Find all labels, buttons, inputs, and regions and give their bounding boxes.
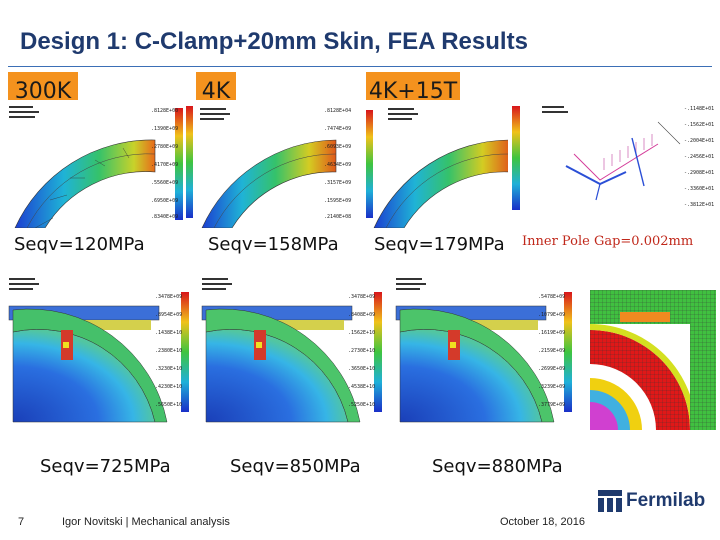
fea-plot-inner-pole-gap: -.1148E+01 -.1562E+01 -.2004E+01 -.2456E+01… xyxy=(508,100,716,222)
inner-pole-gap-note: Inner Pole Gap=0.002mm xyxy=(522,234,694,249)
svg-text:.3157E+09: .3157E+09 xyxy=(324,180,351,186)
svg-text:-.1562E+01: -.1562E+01 xyxy=(684,122,714,128)
caption-seqv-4k-15t: Seqv=179MPa xyxy=(374,234,505,255)
svg-text:.1595E+09: .1595E+09 xyxy=(324,198,351,204)
svg-text:.1619E+09: .1619E+09 xyxy=(538,330,565,336)
caption-seqv-4k: Seqv=158MPa xyxy=(208,234,339,255)
svg-text:.8954E+09: .8954E+09 xyxy=(155,312,182,318)
fermilab-logo-icon xyxy=(598,490,622,512)
footer-author: Igor Novitski | Mechanical analysis xyxy=(62,516,230,528)
svg-text:.2380E+10: .2380E+10 xyxy=(155,348,182,354)
svg-text:.8340E+09: .8340E+09 xyxy=(151,214,178,220)
svg-text:.8128E+04: .8128E+04 xyxy=(324,108,351,114)
footer-date: October 18, 2016 xyxy=(500,516,586,528)
page-number: 7 xyxy=(18,516,25,528)
svg-text:.6950E+09: .6950E+09 xyxy=(151,198,178,204)
svg-text:.4170E+09: .4170E+09 xyxy=(151,162,178,168)
svg-text:.3779E+09: .3779E+09 xyxy=(538,402,565,408)
fea-plot-bottom-1: .3478E+09 .8954E+09 .1438E+10 .2380E+10 .323… xyxy=(5,272,193,428)
svg-text:.3478E+09: .3478E+09 xyxy=(348,294,375,300)
caption-seqv-bottom-1: Seqv=725MPa xyxy=(40,456,171,477)
fea-mesh-plot xyxy=(590,290,716,430)
svg-text:.7474E+09: .7474E+09 xyxy=(324,126,351,132)
svg-text:.4634E+09: .4634E+09 xyxy=(324,162,351,168)
svg-text:.5478E+09: .5478E+09 xyxy=(538,294,565,300)
svg-text:.2699E+09: .2699E+09 xyxy=(538,366,565,372)
svg-text:-.3812E+01: -.3812E+01 xyxy=(684,202,714,208)
svg-text:.4230E+10: .4230E+10 xyxy=(155,384,182,390)
svg-text:-.2456E+01: -.2456E+01 xyxy=(684,154,714,160)
fea-plot-300k: .8128E+00 .1390E+09 .2780E+09 .4170E+09 .556… xyxy=(5,100,185,228)
svg-text:.6093E+09: .6093E+09 xyxy=(324,144,351,150)
svg-text:.4538E+10: .4538E+10 xyxy=(348,384,375,390)
fermilab-logo: Fermilab xyxy=(598,490,705,512)
fermilab-logo-text: Fermilab xyxy=(626,490,706,511)
svg-text:.2140E+08: .2140E+08 xyxy=(324,214,351,220)
svg-text:.1438E+10: .1438E+10 xyxy=(155,330,182,336)
svg-text:.2780E+09: .2780E+09 xyxy=(151,144,178,150)
svg-text:-.3360E+01: -.3360E+01 xyxy=(684,186,714,192)
svg-text:.1079E+09: .1079E+09 xyxy=(538,312,565,318)
svg-text:.2730E+10: .2730E+10 xyxy=(348,348,375,354)
slide-title: Design 1: C-Clamp+20mm Skin, FEA Results xyxy=(20,28,528,55)
svg-text:.5650E+10: .5650E+10 xyxy=(155,402,182,408)
svg-text:.1562E+10: .1562E+10 xyxy=(348,330,375,336)
svg-text:.5560E+09: .5560E+09 xyxy=(151,180,178,186)
svg-text:.3478E+09: .3478E+09 xyxy=(155,294,182,300)
fea-plot-bottom-3: .5478E+09 .1079E+09 .1619E+09 .2159E+09 .269… xyxy=(392,272,586,428)
svg-text:.2159E+09: .2159E+09 xyxy=(538,348,565,354)
caption-seqv-300k: Seqv=120MPa xyxy=(14,234,145,255)
svg-text:.3239E+09: .3239E+09 xyxy=(538,384,565,390)
svg-text:-.2004E+01: -.2004E+01 xyxy=(684,138,714,144)
title-underline xyxy=(8,66,712,67)
svg-text:.3650E+10: .3650E+10 xyxy=(348,366,375,372)
fea-plot-bottom-2: .3478E+09 .8408E+09 .1562E+10 .2730E+10 .365… xyxy=(198,272,386,428)
svg-text:.3230E+10: .3230E+10 xyxy=(155,366,182,372)
svg-text:.8128E+00: .8128E+00 xyxy=(151,108,178,114)
svg-text:.8408E+09: .8408E+09 xyxy=(348,312,375,318)
svg-text:.5250E+10: .5250E+10 xyxy=(348,402,375,408)
caption-seqv-bottom-2: Seqv=850MPa xyxy=(230,456,361,477)
caption-seqv-bottom-3: Seqv=880MPa xyxy=(432,456,563,477)
svg-text:.1390E+09: .1390E+09 xyxy=(151,126,178,132)
fea-plot-4k: .8128E+04 .7474E+09 .6093E+09 .4634E+09 .315… xyxy=(186,100,356,228)
svg-text:-.2908E+01: -.2908E+01 xyxy=(684,170,714,176)
svg-text:-.1148E+01: -.1148E+01 xyxy=(684,106,714,112)
